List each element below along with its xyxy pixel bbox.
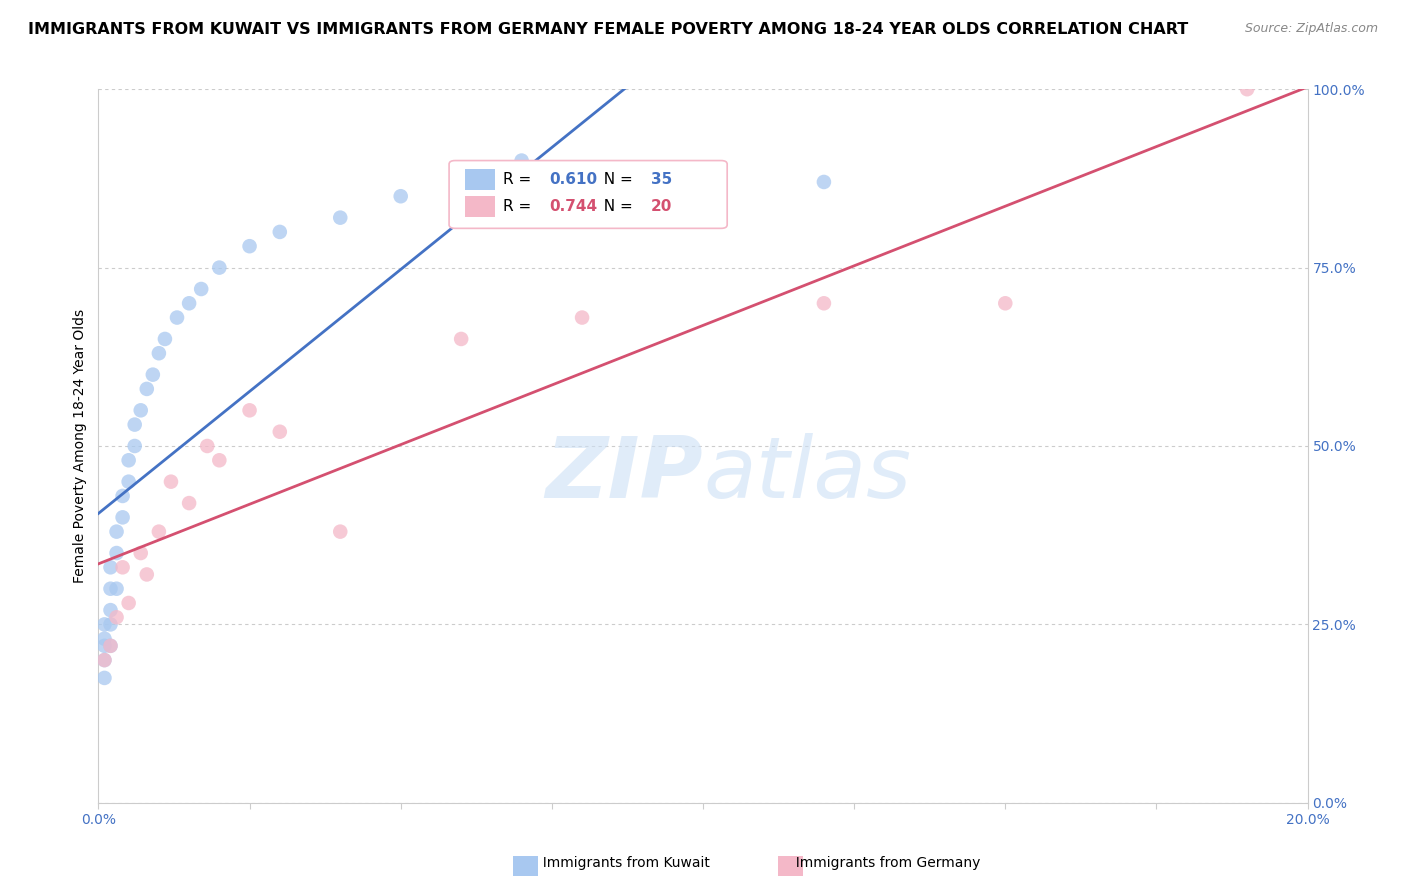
Point [100, 603, 122, 617]
Point [93, 632, 115, 646]
Text: 0.744: 0.744 [550, 199, 598, 214]
Y-axis label: Female Poverty Among 18-24 Year Olds: Female Poverty Among 18-24 Year Olds [73, 309, 87, 583]
Text: N =: N = [595, 172, 638, 187]
Point [179, 496, 201, 510]
Point [105, 582, 128, 596]
Point [571, 310, 593, 325]
Point [93, 639, 115, 653]
Point [111, 560, 134, 574]
FancyBboxPatch shape [513, 856, 538, 876]
Text: atlas: atlas [703, 433, 911, 516]
Text: 35: 35 [651, 172, 672, 187]
Point [208, 453, 231, 467]
Point [329, 524, 352, 539]
Text: N =: N = [595, 199, 638, 214]
Text: 20: 20 [651, 199, 672, 214]
Point [269, 425, 291, 439]
Point [111, 489, 134, 503]
Point [329, 211, 352, 225]
Point [124, 439, 146, 453]
Point [148, 524, 170, 539]
Text: Source: ZipAtlas.com: Source: ZipAtlas.com [1244, 22, 1378, 36]
Point [239, 239, 262, 253]
Point [208, 260, 231, 275]
Point [93, 617, 115, 632]
Point [100, 582, 122, 596]
FancyBboxPatch shape [449, 161, 727, 228]
Point [105, 546, 128, 560]
Point [135, 567, 157, 582]
Text: Immigrants from Germany: Immigrants from Germany [787, 855, 981, 870]
Point [148, 346, 170, 360]
Point [160, 475, 183, 489]
FancyBboxPatch shape [465, 195, 495, 217]
Text: Immigrants from Kuwait: Immigrants from Kuwait [534, 855, 710, 870]
Point [190, 282, 212, 296]
Point [510, 153, 533, 168]
Text: 0.610: 0.610 [550, 172, 598, 187]
Point [118, 596, 141, 610]
Point [813, 175, 835, 189]
FancyBboxPatch shape [778, 856, 803, 876]
Point [142, 368, 165, 382]
Point [111, 510, 134, 524]
Point [269, 225, 291, 239]
FancyBboxPatch shape [465, 169, 495, 190]
Point [100, 560, 122, 574]
Point [389, 189, 412, 203]
Text: R =: R = [503, 199, 537, 214]
Point [813, 296, 835, 310]
Point [100, 617, 122, 632]
Point [105, 610, 128, 624]
Point [100, 639, 122, 653]
Point [153, 332, 176, 346]
Point [129, 403, 152, 417]
Point [105, 524, 128, 539]
Point [179, 296, 201, 310]
Point [450, 175, 472, 189]
Point [118, 453, 141, 467]
Point [118, 475, 141, 489]
Point [93, 653, 115, 667]
Point [239, 403, 262, 417]
Text: R =: R = [503, 172, 537, 187]
Point [994, 296, 1017, 310]
Point [450, 332, 472, 346]
Point [166, 310, 188, 325]
Point [93, 653, 115, 667]
Point [124, 417, 146, 432]
Point [195, 439, 218, 453]
Point [1236, 82, 1258, 96]
Point [129, 546, 152, 560]
Point [135, 382, 157, 396]
Text: ZIP: ZIP [546, 433, 703, 516]
Point [93, 671, 115, 685]
Point [100, 639, 122, 653]
Text: IMMIGRANTS FROM KUWAIT VS IMMIGRANTS FROM GERMANY FEMALE POVERTY AMONG 18-24 YEA: IMMIGRANTS FROM KUWAIT VS IMMIGRANTS FRO… [28, 22, 1188, 37]
